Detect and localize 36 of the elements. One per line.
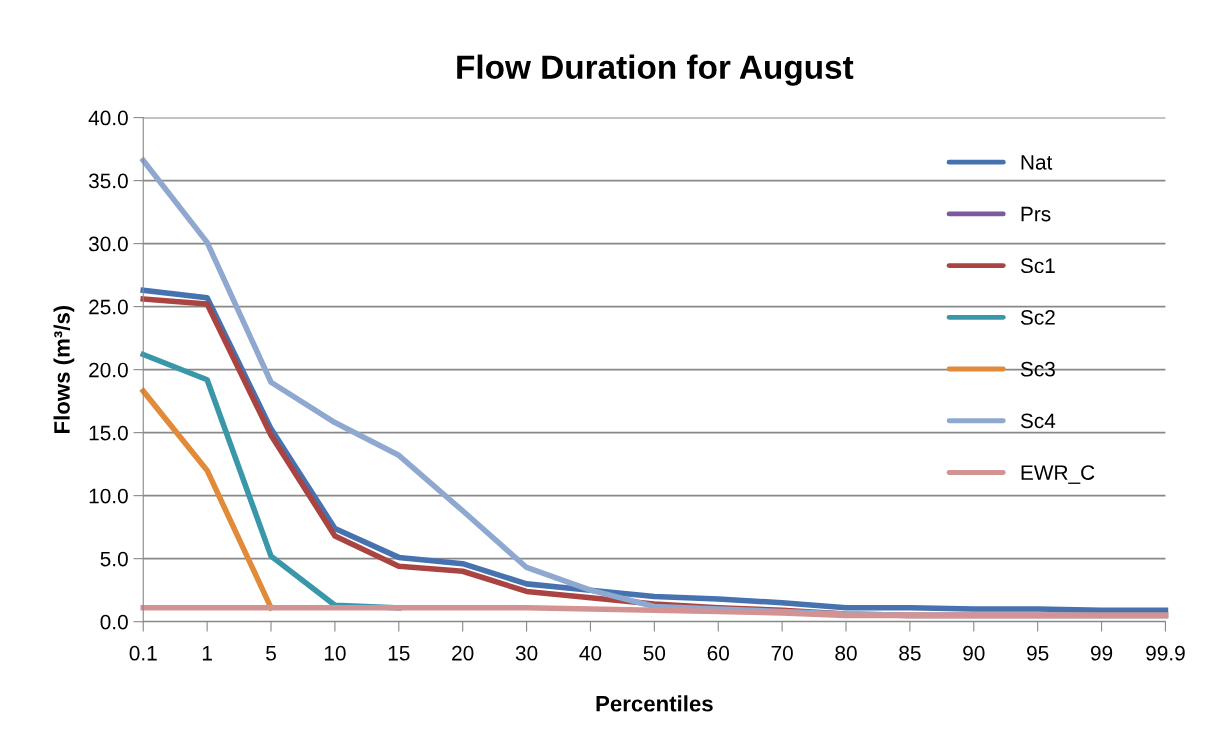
x-tick-label: 60 [707,645,730,661]
legend-label: Sc3 [1020,361,1055,377]
x-tick-label: 20 [452,645,474,661]
y-tick-label: 35.0 [88,173,128,189]
legend-label: Sc2 [1020,310,1055,325]
x-tick-label: 30 [515,645,538,661]
y-tick-label: 10.0 [89,488,128,504]
x-tick-label: 0.1 [129,645,157,661]
y-tick-label: 15.0 [89,425,128,441]
x-tick-label: 10 [324,645,346,661]
legend-label: EWR_C [1021,465,1095,484]
x-tick-label: 85 [899,645,921,661]
y-tick-label: 25.0 [89,299,128,315]
x-tick-label: 90 [963,645,985,661]
x-tick-label: 15 [388,646,410,661]
x-tick-label: 99 [1090,645,1113,661]
x-tick-label: 1 [202,646,212,661]
y-tick-label: 40.0 [88,110,128,126]
legend-label: Sc1 [1020,258,1055,274]
x-tick-label: 50 [643,645,666,661]
y-tick-label: 0.0 [100,614,128,630]
legend-label: Nat [1021,155,1053,170]
y-tick-label: 30.0 [88,236,128,252]
x-tick-label: 95 [1027,645,1049,661]
x-axis-title: Percentiles [596,695,713,712]
x-tick-label: 5 [266,646,276,661]
y-axis-title: Flows (m³/s) [53,305,75,433]
x-tick-label: 99.9 [1146,645,1185,661]
x-tick-label: 70 [771,645,793,661]
x-tick-label: 40 [579,645,602,661]
y-tick-label: 5.0 [100,551,128,567]
chart-title: Flow Duration for August [457,54,854,86]
legend-label: Sc4 [1020,413,1056,429]
x-tick-label: 80 [835,645,857,661]
y-tick-label: 20.0 [89,362,128,378]
legend-label: Prs [1021,206,1051,222]
